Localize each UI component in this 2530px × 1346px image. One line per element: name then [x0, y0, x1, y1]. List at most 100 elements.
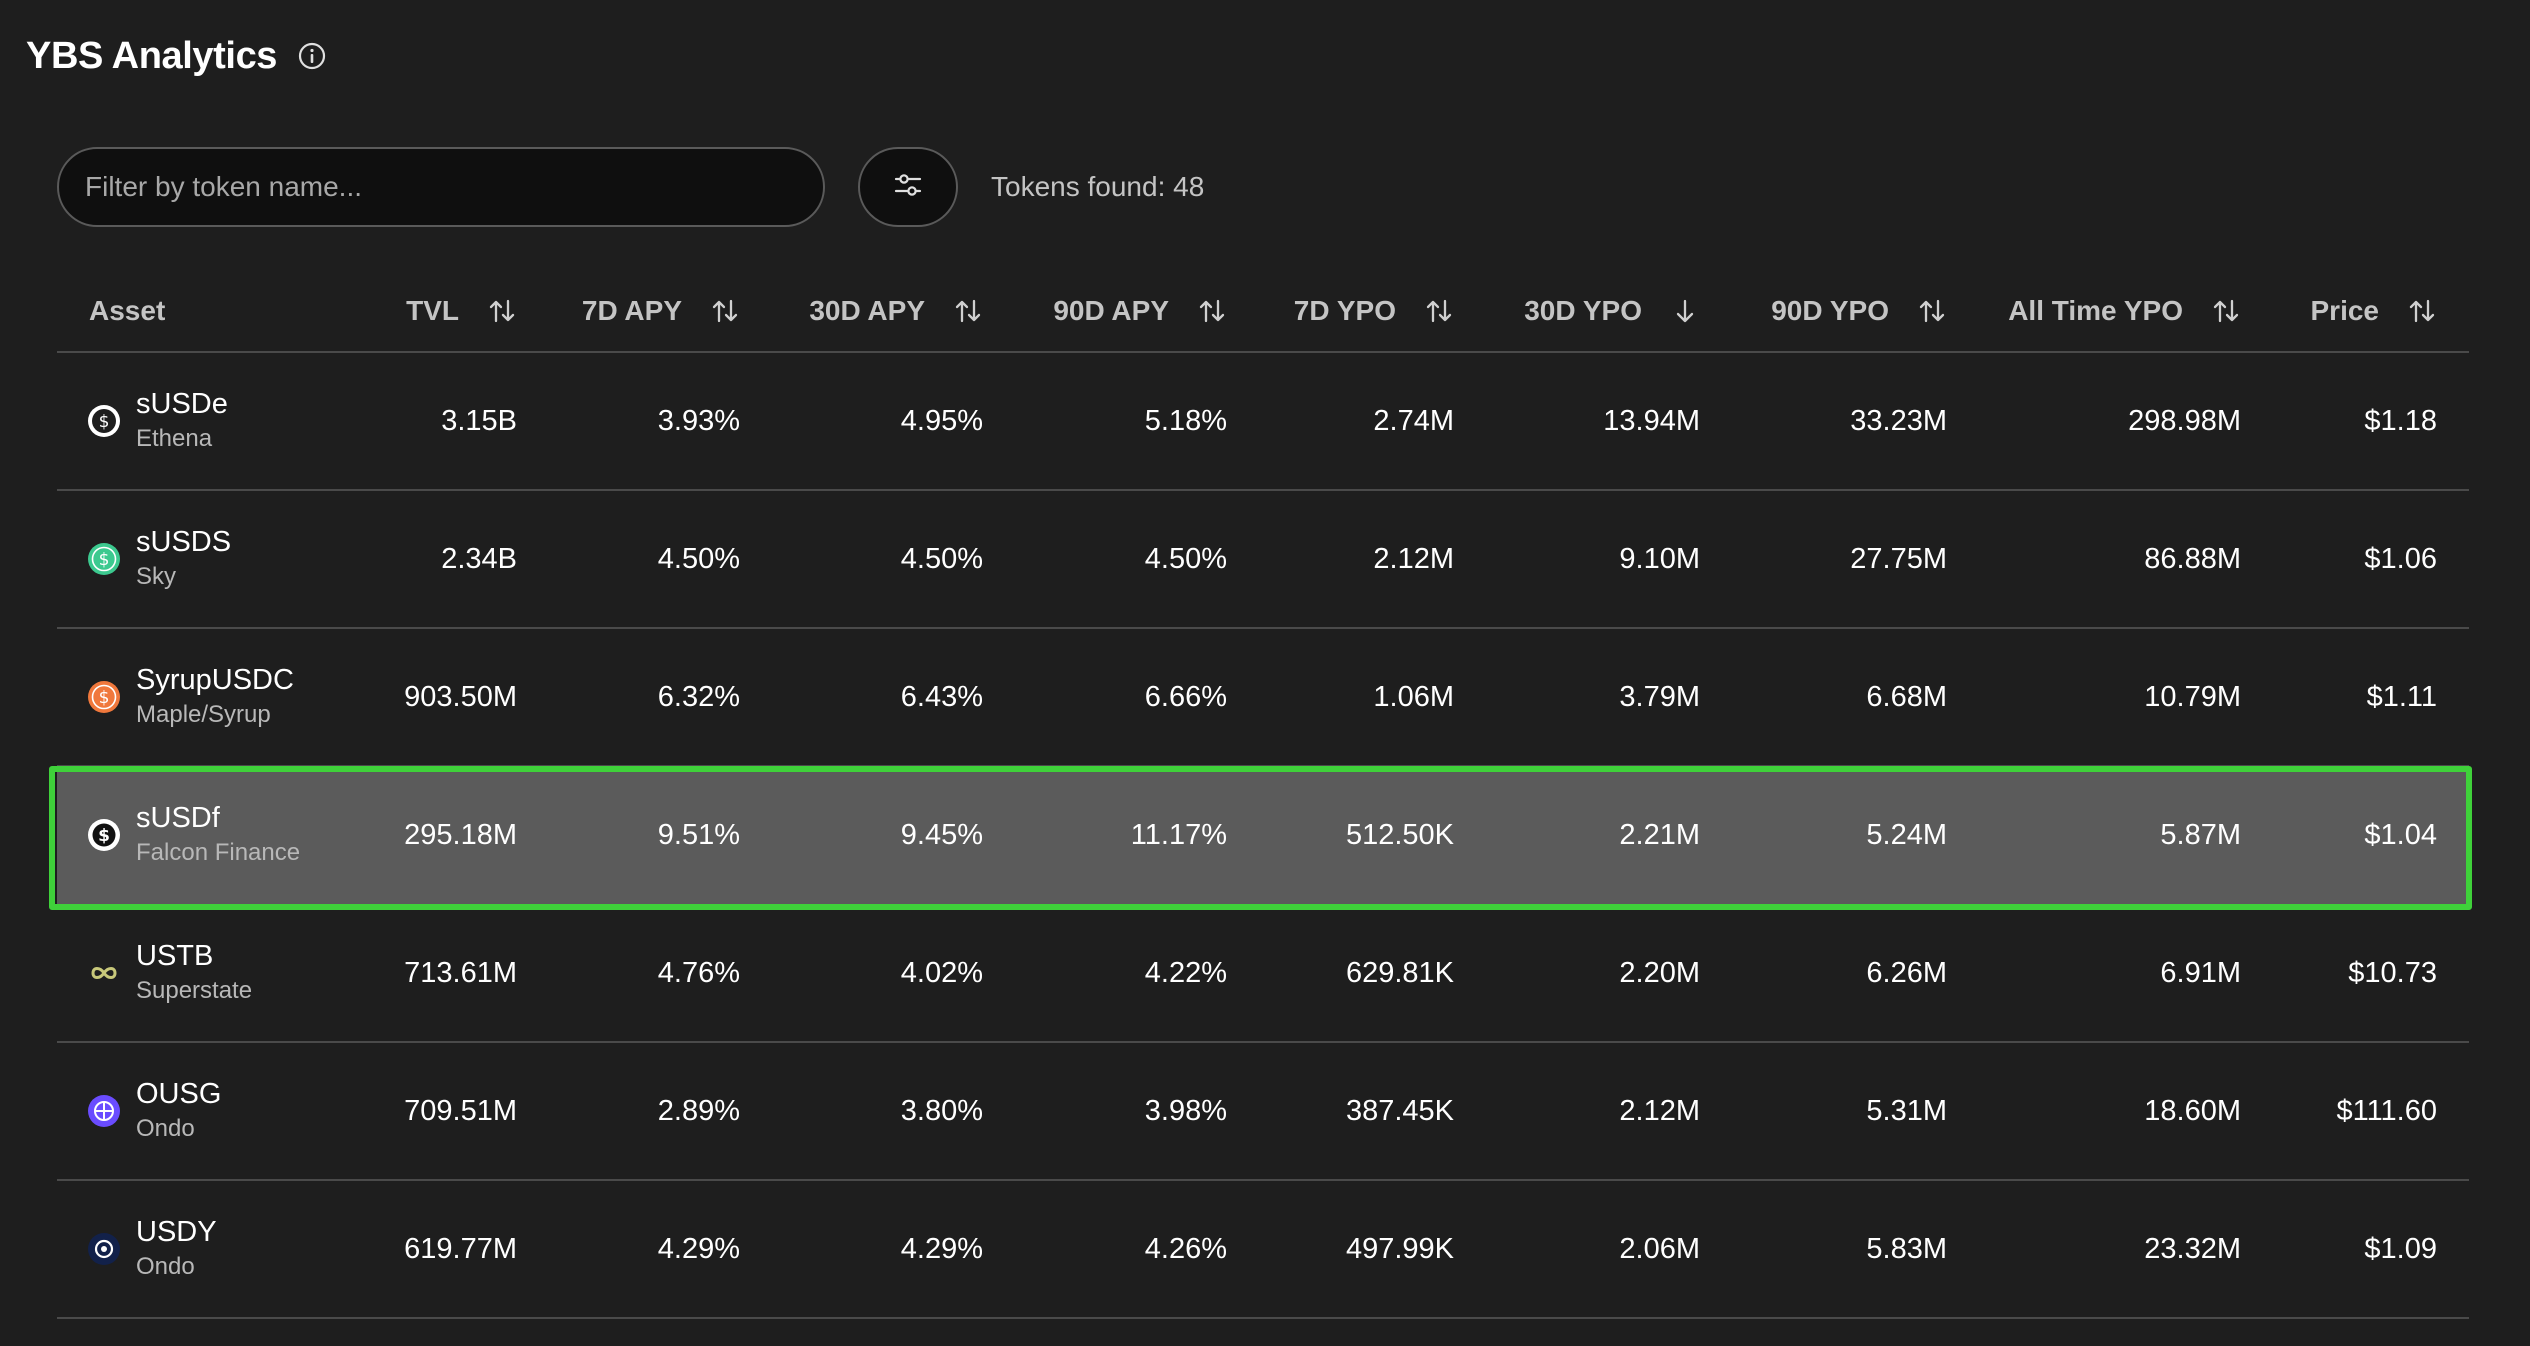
token-symbol: USDY	[136, 1216, 217, 1248]
column-header-tvl[interactable]: TVL	[406, 268, 517, 353]
7d-apy-cell: 2.89%	[657, 1094, 740, 1127]
sky-token-icon: $	[87, 542, 121, 576]
sliders-icon	[893, 170, 923, 205]
superstate-token-icon	[87, 956, 121, 990]
asset-cell: $ SyrupUSDC Maple/Syrup	[87, 629, 294, 765]
token-search-input[interactable]	[57, 147, 825, 227]
7d-apy-cell: 4.50%	[657, 542, 740, 575]
90d-ypo-cell: 33.23M	[1850, 404, 1947, 437]
column-header-30d-ypo[interactable]: 30D YPO	[1524, 268, 1700, 353]
token-symbol: sUSDe	[136, 388, 228, 420]
falcon-token-icon: $	[87, 818, 121, 852]
7d-apy-cell: 4.76%	[657, 956, 740, 989]
table-header: Asset TVL 7D APY 30D APY 90D APY 7D YPO 30D YP…	[57, 268, 2469, 353]
90d-apy-cell: 6.66%	[1144, 680, 1227, 713]
table-row[interactable]: USDY Ondo 619.77M 4.29% 4.29% 4.26% 497.99K 2.0…	[57, 1181, 2469, 1319]
asset-text: sUSDe Ethena	[136, 386, 228, 456]
sort-arrows-icon[interactable]	[1917, 296, 1947, 326]
column-header-label: 90D APY	[1053, 294, 1169, 326]
90d-apy-cell: 5.18%	[1144, 404, 1227, 437]
table-row[interactable]: $ sUSDf Falcon Finance 295.18M 9.51% 9.45% 11.…	[57, 767, 2469, 905]
all-time-ypo-cell: 6.91M	[2160, 956, 2241, 989]
column-header-90d-apy[interactable]: 90D APY	[1053, 268, 1227, 353]
90d-ypo-cell: 6.68M	[1866, 680, 1947, 713]
table-row[interactable]: $ sUSDS Sky 2.34B 4.50% 4.50% 4.50% 2.12M 9.10M 2…	[57, 491, 2469, 629]
sort-arrows-icon[interactable]	[2211, 296, 2241, 326]
table-body: $ sUSDe Ethena 3.15B 3.93% 4.95% 5.18% 2.74M 13.…	[57, 353, 2469, 1319]
info-circle-icon[interactable]	[295, 39, 329, 73]
30d-apy-cell: 3.80%	[900, 1094, 983, 1127]
sort-arrows-icon[interactable]	[1197, 296, 1227, 326]
asset-cell: $ sUSDS Sky	[87, 491, 231, 627]
column-header-label: All Time YPO	[2008, 294, 2183, 326]
column-header-7d-ypo[interactable]: 7D YPO	[1294, 268, 1454, 353]
7d-ypo-cell: 512.50K	[1345, 818, 1454, 851]
column-header-90d-ypo[interactable]: 90D YPO	[1771, 268, 1947, 353]
token-symbol: sUSDS	[136, 526, 232, 558]
30d-ypo-cell: 3.79M	[1619, 680, 1700, 713]
table-row[interactable]: $ sUSDe Ethena 3.15B 3.93% 4.95% 5.18% 2.74M 13.…	[57, 353, 2469, 491]
tokens-found-count: Tokens found: 48	[991, 171, 1205, 202]
sort-arrows-icon[interactable]	[1424, 296, 1454, 326]
token-symbol: sUSDf	[136, 802, 220, 834]
sort-arrows-icon[interactable]	[487, 296, 517, 326]
column-header-label: TVL	[406, 294, 459, 326]
90d-apy-cell: 4.50%	[1144, 542, 1227, 575]
sort-arrows-icon[interactable]	[953, 296, 983, 326]
all-time-ypo-cell: 86.88M	[2144, 542, 2241, 575]
7d-ypo-cell: 2.74M	[1373, 404, 1454, 437]
7d-apy-cell: 9.51%	[657, 818, 740, 851]
7d-apy-cell: 4.29%	[657, 1232, 740, 1265]
svg-text:$: $	[98, 826, 110, 846]
column-header-price[interactable]: Price	[2311, 268, 2438, 353]
tvl-cell: 713.61M	[404, 956, 517, 989]
asset-text: USDY Ondo	[136, 1214, 217, 1284]
ethena-token-icon: $	[87, 404, 121, 438]
7d-apy-cell: 3.93%	[657, 404, 740, 437]
column-header-30d-apy[interactable]: 30D APY	[809, 268, 983, 353]
price-cell: $1.06	[2364, 542, 2437, 575]
column-header-all-time-ypo[interactable]: All Time YPO	[2008, 268, 2241, 353]
token-issuer: Maple/Syrup	[136, 701, 271, 728]
30d-apy-cell: 4.02%	[900, 956, 983, 989]
tvl-cell: 619.77M	[404, 1232, 517, 1265]
90d-apy-cell: 4.26%	[1144, 1232, 1227, 1265]
tvl-cell: 709.51M	[404, 1094, 517, 1127]
price-cell: $1.11	[2366, 680, 2437, 713]
table-row[interactable]: USTB Superstate 713.61M 4.76% 4.02% 4.22% 629.…	[57, 905, 2469, 1043]
filter-button[interactable]	[858, 147, 958, 227]
tvl-cell: 2.34B	[441, 542, 517, 575]
price-cell: $1.09	[2364, 1232, 2437, 1265]
tvl-cell: 295.18M	[404, 818, 517, 851]
tvl-cell: 3.15B	[441, 404, 517, 437]
30d-apy-cell: 4.95%	[900, 404, 983, 437]
90d-apy-cell: 11.17%	[1130, 818, 1227, 851]
price-cell: $111.60	[2336, 1094, 2437, 1127]
column-header-label: Price	[2310, 294, 2380, 326]
sort-arrows-icon[interactable]	[710, 296, 740, 326]
30d-apy-cell: 4.29%	[900, 1232, 983, 1265]
column-header-7d-apy[interactable]: 7D APY	[582, 268, 740, 353]
7d-ypo-cell: 629.81K	[1345, 956, 1454, 989]
all-time-ypo-cell: 298.98M	[2128, 404, 2241, 437]
column-header-label: 30D YPO	[1524, 294, 1642, 326]
token-symbol: OUSG	[136, 1078, 222, 1110]
sort-arrows-icon[interactable]	[2407, 296, 2437, 326]
90d-ypo-cell: 5.31M	[1866, 1094, 1947, 1127]
token-issuer: Superstate	[136, 977, 253, 1004]
column-header-label: 90D YPO	[1771, 294, 1889, 326]
90d-apy-cell: 3.98%	[1144, 1094, 1227, 1127]
all-time-ypo-cell: 23.32M	[2144, 1232, 2241, 1265]
token-issuer: Sky	[136, 563, 177, 590]
column-header-label: 30D APY	[809, 294, 925, 326]
syrup-token-icon: $	[87, 680, 121, 714]
asset-cell: USDY Ondo	[87, 1181, 217, 1317]
token-symbol: SyrupUSDC	[136, 664, 294, 696]
sort-descending-icon[interactable]	[1670, 296, 1700, 326]
column-header-label: 7D YPO	[1293, 294, 1396, 326]
table-row[interactable]: $ SyrupUSDC Maple/Syrup 903.50M 6.32% 6.43% 6.…	[57, 629, 2469, 767]
all-time-ypo-cell: 18.60M	[2144, 1094, 2241, 1127]
column-header-label: 7D APY	[581, 294, 682, 326]
price-cell: $10.73	[2348, 956, 2437, 989]
table-row[interactable]: OUSG Ondo 709.51M 2.89% 3.80% 3.98% 387.45K 2.1…	[57, 1043, 2469, 1181]
